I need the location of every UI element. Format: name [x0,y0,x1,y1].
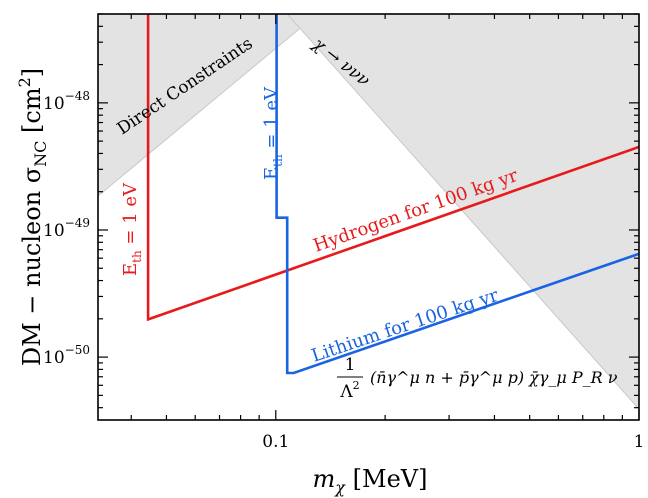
threshold-red-base: E [120,263,141,276]
x-axis-unit: [MeV] [345,465,427,493]
x-axis-symbol: m [313,465,336,493]
y-tick-label: 10−49 [43,216,90,241]
y-axis-title: DM − nucleon σNC [cm2] [15,68,50,366]
x-axis-subscript: χ [334,478,346,497]
y-axis-superscript: 2 [15,77,34,87]
excluded-regions [98,14,639,410]
threshold-red-rest: = 1 eV [120,182,141,250]
region- [286,14,639,410]
operator-numerator: 1 [345,355,356,375]
axis-ticks [98,13,640,420]
y-axis-close: ] [18,68,46,77]
y-tick-label-exponent: −49 [65,216,90,230]
operator-expression: (n̄γ^μ n + p̄γ^μ p) χ̄γ_μ P_R ν [370,368,618,387]
threshold-label-blue: Eth = 1 eV [261,86,285,180]
y-axis-main: DM − nucleon σ [18,167,46,366]
y-tick-label: 10−50 [43,343,90,368]
threshold-red-subscript: th [130,250,144,263]
threshold-blue-rest: = 1 eV [261,86,282,154]
y-tick-label-base: 10 [43,94,65,114]
y-tick-label-base: 10 [43,221,65,241]
operator-denominator-exponent: 2 [353,379,360,392]
y-tick-label-base: 10 [43,348,65,368]
x-axis-title: mχ [MeV] [313,465,428,497]
y-tick-label: 10−48 [43,89,90,114]
sensitivity-curves [146,14,639,375]
y-axis-unit: [cm [18,87,46,140]
y-tick-label-exponent: −50 [65,343,90,357]
series-line-lithium-for-100-kg-yr [275,14,639,375]
threshold-blue-subscript: th [271,154,285,167]
plot-frame [97,13,640,421]
threshold-blue-base: E [261,167,282,180]
threshold-label-red: Eth = 1 eV [120,182,144,276]
operator-denominator-symbol: Λ [339,382,353,402]
region-direct-constraints [98,14,318,197]
series-line-hydrogen-for-100-kg-yr [146,14,639,322]
x-tick-label: 0.1 [262,432,289,452]
y-tick-label-exponent: −48 [65,89,90,103]
y-axis-subscript: NC [31,141,50,167]
operator-denominator: Λ2 [339,379,359,402]
x-tick-label: 1 [634,432,645,452]
lithium-label: Lithium for 100 kg yr [309,285,501,367]
